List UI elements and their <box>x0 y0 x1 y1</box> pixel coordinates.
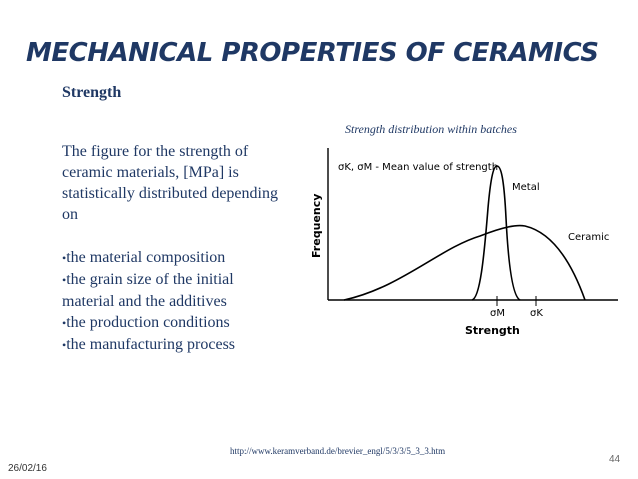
bullet-item: •the production conditions <box>62 312 312 334</box>
metal-label: Metal <box>512 182 540 193</box>
bullet-text: material and the additives <box>62 293 227 310</box>
figure-caption: Strength distribution within batches <box>345 122 517 136</box>
y-axis-label: Frequency <box>310 194 323 258</box>
bullet-item: •the grain size of the initial <box>62 269 312 291</box>
bullet-item-continuation: material and the additives <box>62 291 312 312</box>
paragraph-line: The figure for the strength of <box>62 143 249 160</box>
ceramic-curve <box>343 224 586 301</box>
bullet-dot: • <box>62 316 67 330</box>
bullet-text: the grain size of the initial <box>66 271 234 288</box>
intro-paragraph: The figure for the strength of ceramic m… <box>62 141 302 225</box>
paragraph-line: statistically distributed depending <box>62 185 278 202</box>
bullet-item: •the material composition <box>62 247 312 269</box>
ceramic-label: Ceramic <box>568 232 609 243</box>
bullet-text: the manufacturing process <box>66 336 236 353</box>
bullet-text: the production conditions <box>66 314 230 331</box>
bullet-item: •the manufacturing process <box>62 334 312 356</box>
legend-text: σK, σM - Mean value of strength <box>338 162 498 173</box>
bullet-dot: • <box>62 273 67 287</box>
bullet-list: •the material composition •the grain siz… <box>62 247 312 356</box>
sigma-m-label: σM <box>490 308 505 319</box>
page-number: 44 <box>609 454 621 465</box>
bullet-dot: • <box>62 251 67 265</box>
slide-subtitle: Strength <box>62 84 122 101</box>
slide-title: MECHANICAL PROPERTIES OF CERAMICS <box>26 38 599 68</box>
paragraph-line: ceramic materials, [MPa] is <box>62 164 239 181</box>
x-axis-label: Strength <box>465 324 520 337</box>
bullet-text: the material composition <box>66 249 226 266</box>
slide-date: 26/02/16 <box>8 463 47 474</box>
sigma-k-label: σK <box>530 308 543 319</box>
source-link[interactable]: http://www.keramverband.de/brevier_engl/… <box>230 446 446 456</box>
strength-distribution-figure: Frequency Strength σK, σM - Mean value o… <box>310 148 618 337</box>
bullet-dot: • <box>62 338 67 352</box>
paragraph-line: on <box>62 206 78 223</box>
metal-curve <box>471 165 521 301</box>
